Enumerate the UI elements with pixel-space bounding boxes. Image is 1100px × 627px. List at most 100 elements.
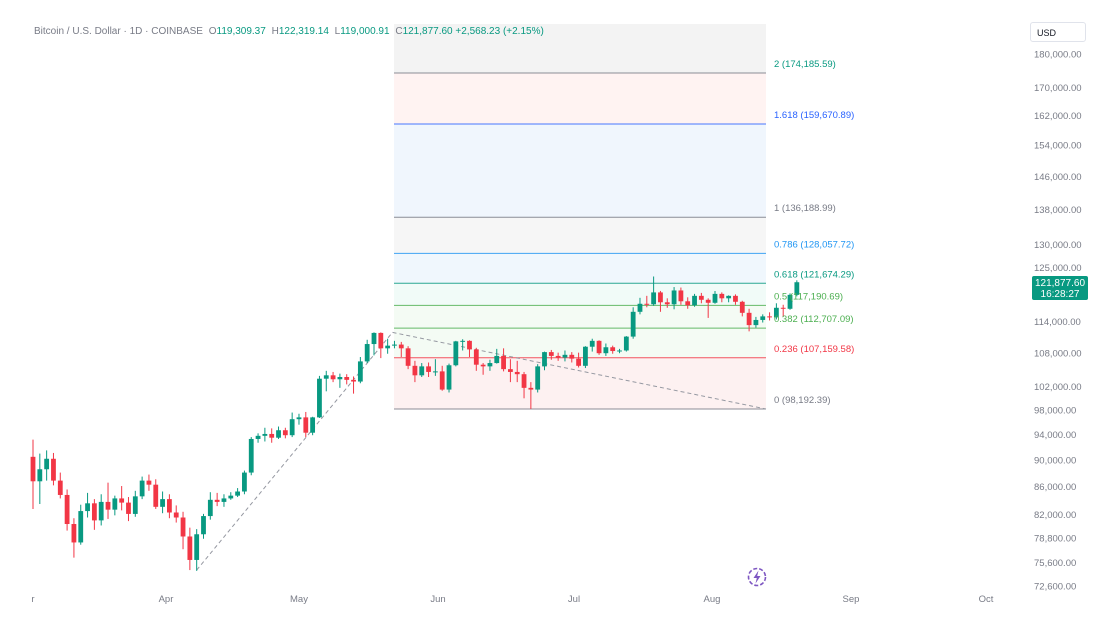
y-tick-label: 108,000.00: [1034, 349, 1082, 360]
candle: [698, 292, 704, 304]
x-tick-label: r: [31, 594, 34, 605]
candle-body: [323, 375, 329, 379]
candle: [562, 350, 568, 362]
candle: [583, 346, 588, 369]
candle: [296, 413, 302, 425]
candle: [794, 280, 800, 297]
candle: [167, 494, 172, 519]
candle-body: [269, 433, 275, 438]
candle: [678, 287, 684, 305]
fib-level-label: 0.5 (117,190.69): [774, 291, 843, 302]
candle-body: [255, 435, 261, 439]
candle-body: [712, 293, 718, 303]
candle: [378, 332, 384, 359]
candle-body: [44, 458, 50, 470]
candle: [535, 364, 541, 393]
candle: [98, 494, 104, 526]
candle: [398, 341, 404, 358]
candle: [228, 492, 234, 500]
candle-body: [57, 480, 63, 495]
candle-body: [698, 295, 704, 300]
y-tick-label: 146,000.00: [1034, 172, 1082, 183]
candle-body: [439, 371, 445, 390]
fibonacci-retracement-zones[interactable]: [394, 24, 766, 410]
candle: [419, 363, 425, 378]
candle: [44, 450, 50, 481]
candle: [146, 474, 152, 491]
candle: [139, 476, 145, 500]
candle: [323, 370, 329, 392]
candle-body: [603, 347, 609, 354]
fib-level-label: 0.618 (121,674.29): [774, 269, 854, 280]
y-tick-label: 90,000.00: [1034, 456, 1076, 467]
y-tick-label: 130,000.00: [1034, 240, 1082, 251]
last-price-value: 121,877.60: [1034, 278, 1086, 289]
candle-body: [37, 469, 43, 482]
currency-button[interactable]: USD: [1030, 22, 1086, 42]
candle-body: [221, 498, 227, 502]
candle: [760, 314, 766, 323]
fib-trend-line[interactable]: [196, 331, 767, 571]
candle: [357, 357, 363, 384]
time-axis[interactable]: r Apr May Jun Jul Aug Sep Oct: [31, 594, 993, 605]
candle-body: [357, 361, 363, 382]
fib-band: [394, 217, 766, 254]
candle: [514, 360, 520, 383]
candle: [207, 492, 213, 520]
candle: [351, 376, 356, 394]
candle-body: [364, 344, 370, 362]
candle-body: [187, 536, 193, 560]
candle: [787, 293, 793, 310]
candle-body: [85, 503, 90, 512]
candle-body: [139, 480, 145, 497]
candle: [248, 437, 254, 476]
candle-body: [780, 307, 786, 309]
candle-body: [671, 290, 677, 305]
y-tick-label: 138,000.00: [1034, 205, 1082, 216]
candle: [426, 362, 431, 378]
candle: [726, 295, 732, 303]
candle-body: [167, 499, 172, 513]
candle: [664, 298, 670, 308]
candle: [37, 453, 43, 505]
last-price-badge: 121,877.60 16:28:27: [1032, 276, 1088, 300]
candle: [767, 312, 772, 321]
candle-body: [132, 496, 138, 514]
fib-level-label: 0.786 (128,057.72): [774, 239, 854, 250]
candle-body: [637, 303, 643, 312]
candle-body: [71, 524, 77, 543]
x-tick-label: Aug: [704, 594, 721, 605]
candle: [276, 426, 281, 439]
tradingview-logo-icon[interactable]: [746, 566, 768, 588]
candle-body: [746, 312, 752, 326]
candle: [460, 339, 466, 351]
low-key: L: [334, 26, 341, 37]
candle: [671, 287, 677, 310]
candle: [542, 351, 547, 371]
candle-body: [282, 430, 288, 436]
x-tick-label: Sep: [843, 594, 860, 605]
candle: [405, 346, 411, 370]
candle: [528, 382, 534, 409]
candle-body: [344, 377, 350, 380]
close-value: 121,877.60: [402, 26, 453, 37]
candle: [310, 416, 316, 436]
candle: [105, 482, 111, 519]
candle: [508, 359, 513, 383]
y-tick-label: 82,000.00: [1034, 510, 1076, 521]
candle-body: [767, 316, 772, 318]
candle: [467, 340, 472, 358]
y-tick-label: 114,000.00: [1034, 317, 1081, 328]
fib-level-label: 0.382 (112,707.09): [774, 314, 854, 325]
candle: [658, 290, 663, 312]
candle-body: [119, 498, 125, 503]
candle: [555, 352, 561, 361]
candle-body: [467, 340, 472, 350]
candle-body: [296, 417, 302, 420]
candle-body: [235, 491, 240, 496]
candle-body: [228, 495, 234, 499]
candle: [623, 336, 629, 352]
candle: [57, 472, 63, 499]
price-axis[interactable]: 180,000.00 170,000.00 162,000.00 154,000.00…: [1034, 49, 1082, 592]
